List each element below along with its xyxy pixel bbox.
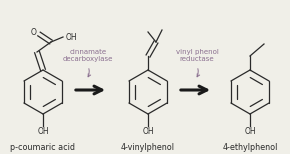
Text: 4-ethylphenol: 4-ethylphenol [222, 144, 278, 152]
Text: O: O [31, 28, 37, 36]
Text: vinyl phenol
reductase: vinyl phenol reductase [175, 49, 218, 61]
Text: p-coumaric acid: p-coumaric acid [10, 144, 75, 152]
Text: OH: OH [142, 126, 154, 136]
Text: OH: OH [65, 32, 77, 41]
Text: OH: OH [244, 126, 256, 136]
Text: cinnamate
decarboxylase: cinnamate decarboxylase [63, 49, 113, 61]
Text: OH: OH [37, 126, 49, 136]
Text: 4-vinylphenol: 4-vinylphenol [121, 144, 175, 152]
